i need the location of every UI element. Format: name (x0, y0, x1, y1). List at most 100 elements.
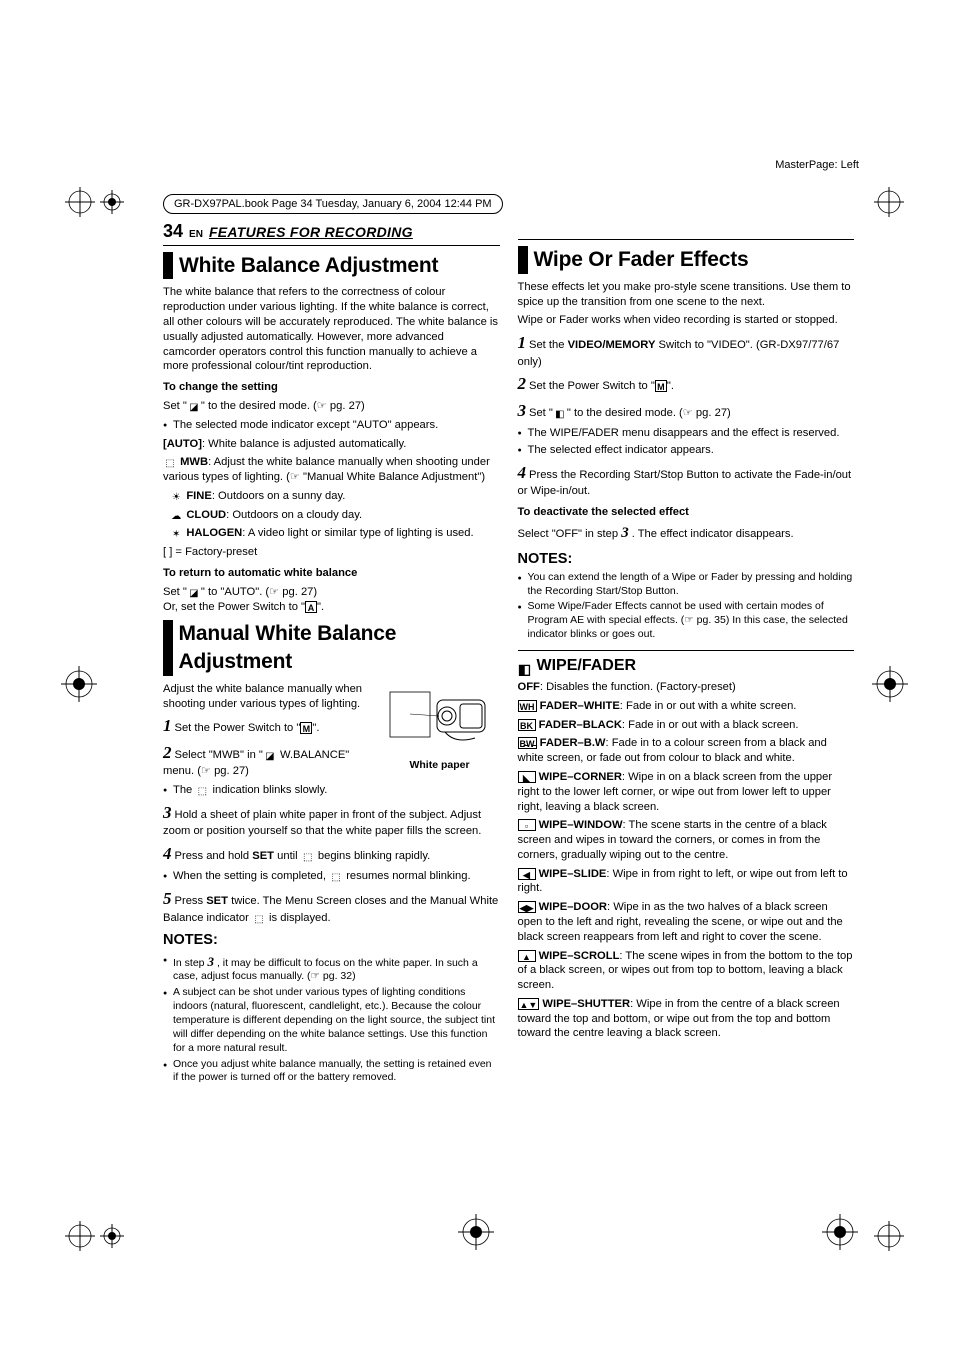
effect-wipe-scroll: ▲ WIPE–SCROLL: The scene wipes in from t… (518, 949, 855, 993)
crossref-icon: ☞ (311, 971, 320, 982)
crossref-icon: ☞ (317, 400, 327, 412)
manual-m-icon: M (655, 380, 667, 392)
step4-bullet: When the setting is completed, ⬚ resumes… (163, 869, 500, 884)
step-4: 4Press and hold SET until ⬚ begins blink… (163, 843, 500, 865)
print-mark-bl (62, 1216, 132, 1256)
crossref-icon: ☞ (201, 765, 211, 777)
note-3: Once you adjust white balance manually, … (163, 1058, 500, 1086)
factory-preset: [ ] = Factory-preset (163, 545, 500, 560)
return-auto-text: Set "◪" to "AUTO". (☞ pg. 27) Or, set th… (163, 585, 500, 615)
note-2: A subject can be shot under various type… (163, 986, 500, 1055)
step-5: 5Press SET twice. The Menu Screen closes… (163, 888, 500, 925)
mwb-mode: ⬚ MWB: Adjust the white balance manually… (163, 455, 500, 485)
heading-white-balance: White Balance Adjustment (163, 252, 500, 280)
page-lang: EN (189, 228, 203, 241)
wbalance-icon: ◪ (263, 750, 277, 761)
rnote-1: You can extend the length of a Wipe or F… (518, 571, 855, 599)
print-mark-tr (869, 182, 909, 222)
effect-wipe-slide: ◀ WIPE–SLIDE: Wipe in from right to left… (518, 867, 855, 897)
rstep-4: 4Press the Recording Start/Stop Button t… (518, 462, 855, 499)
crossref-icon: ☞ (290, 471, 300, 483)
effect-fader-bw: B̶W̶ FADER–B.W: Fade in to a colour scre… (518, 736, 855, 766)
deactivate-text: Select "OFF" in step 3. The effect indic… (518, 524, 855, 544)
auto-mode: [AUTO]: White balance is adjusted automa… (163, 437, 500, 452)
fader-bw-icon: B̶W̶ (518, 737, 537, 749)
print-mark-ml (55, 660, 103, 708)
rstep-3: 3Set "◧" to the desired mode. (☞ pg. 27) (518, 400, 855, 422)
step-3: 3Hold a sheet of plain white paper in fr… (163, 802, 500, 839)
cloud-icon: ☁ (169, 510, 183, 521)
wipefader-icon: ◧ (553, 408, 567, 419)
effect-wipe-corner: ◣ WIPE–CORNER: Wipe in on a black screen… (518, 770, 855, 814)
rstep-2: 2Set the Power Switch to "M". (518, 373, 855, 395)
sun-icon: ☀ (169, 491, 183, 502)
fader-black-icon: BK (518, 719, 536, 731)
auto-a-icon: A (305, 601, 317, 613)
notes-heading: NOTES: (163, 931, 500, 950)
mwb-icon: ⬚ (252, 913, 266, 924)
camcorder-figure: White paper (380, 682, 500, 773)
mwb-icon: ⬚ (301, 851, 315, 862)
effect-wipe-window: ▫ WIPE–WINDOW: The scene starts in the c… (518, 818, 855, 862)
crossref-icon: ☞ (683, 407, 693, 419)
effect-fader-white: WH FADER–WHITE: Fade in or out with a wh… (518, 699, 855, 714)
wipe-corner-icon: ◣ (518, 771, 536, 783)
manual-page: MasterPage: Left GR-DX97PAL.book Page 34… (0, 0, 954, 1351)
print-mark-br1 (816, 1208, 864, 1256)
wipe-door-icon: ◀▶ (518, 901, 536, 913)
rnote-2: Some Wipe/Fader Effects cannot be used w… (518, 600, 855, 642)
white-paper-caption: White paper (380, 759, 500, 773)
page-header: 34 EN FEATURES FOR RECORDING (163, 220, 500, 246)
wipe-scroll-icon: ▲ (518, 950, 536, 962)
heading-manual-wba: Manual White Balance Adjustment (163, 620, 500, 675)
note-1: In step 3, it may be difficult to focus … (163, 953, 500, 985)
deactivate-head: To deactivate the selected effect (518, 505, 855, 520)
cloud-mode: ☁ CLOUD: Outdoors on a cloudy day. (163, 508, 500, 523)
change-setting-head: To change the setting (163, 380, 500, 395)
mwb-icon: ⬚ (195, 785, 209, 796)
change-setting-text: Set "◪" to the desired mode. (☞ pg. 27) (163, 399, 500, 414)
page-section-title: FEATURES FOR RECORDING (209, 223, 413, 241)
wipe-shutter-icon: ▲▼ (518, 998, 540, 1010)
page-number: 34 (163, 220, 183, 244)
rstep3-bullet2: The selected effect indicator appears. (518, 443, 855, 458)
mwb-icon: ⬚ (163, 457, 177, 468)
effect-wipe-door: ◀▶ WIPE–DOOR: Wipe in as the two halves … (518, 900, 855, 944)
notes-heading: NOTES: (518, 550, 855, 569)
wipefader-icon: ◧ (518, 660, 532, 671)
wbalance-icon: ◪ (187, 587, 201, 598)
masterpage-label: MasterPage: Left (775, 159, 859, 171)
wf-intro1: These effects let you make pro-style sce… (518, 280, 855, 310)
print-mark-mr (866, 660, 914, 708)
right-column: Wipe Or Fader Effects These effects let … (518, 220, 855, 1087)
mwb-icon: ⬚ (329, 871, 343, 882)
rstep-1: 1Set the VIDEO/MEMORY Switch to "VIDEO".… (518, 332, 855, 369)
step2-bullet: The ⬚ indication blinks slowly. (163, 783, 500, 798)
change-bullet: The selected mode indicator except "AUTO… (163, 418, 500, 433)
wipe-slide-icon: ◀ (518, 868, 536, 880)
print-mark-bc (452, 1208, 500, 1256)
return-auto-head: To return to automatic white balance (163, 566, 500, 581)
wf-intro2: Wipe or Fader works when video recording… (518, 313, 855, 328)
heading-wipe-fader: Wipe Or Fader Effects (518, 246, 855, 274)
content-area: 34 EN FEATURES FOR RECORDING White Balan… (163, 220, 854, 1087)
crossref-icon: ☞ (269, 586, 279, 598)
halogen-mode: ✶ HALOGEN: A video light or similar type… (163, 526, 500, 541)
manual-m-icon: M (300, 722, 312, 734)
crossref-icon: ☞ (684, 615, 693, 626)
wbalance-icon: ◪ (187, 401, 201, 412)
fine-mode: ☀ FINE: Outdoors on a sunny day. (163, 489, 500, 504)
left-column: 34 EN FEATURES FOR RECORDING White Balan… (163, 220, 500, 1087)
effect-wipe-shutter: ▲▼ WIPE–SHUTTER: Wipe in from the centre… (518, 997, 855, 1041)
effect-fader-black: BK FADER–BLACK: Fade in or out with a bl… (518, 718, 855, 733)
fader-white-icon: WH (518, 700, 537, 712)
effect-off: OFF: Disables the function. (Factory-pre… (518, 680, 855, 695)
book-header: GR-DX97PAL.book Page 34 Tuesday, January… (163, 194, 503, 214)
print-mark-tl (62, 182, 132, 222)
print-mark-br2 (869, 1216, 909, 1256)
wba-intro: The white balance that refers to the cor… (163, 285, 500, 374)
rstep3-bullet1: The WIPE/FADER menu disappears and the e… (518, 426, 855, 441)
halogen-icon: ✶ (169, 528, 183, 539)
wipefader-section-head: ◧ WIPE/FADER (518, 650, 855, 676)
wipe-window-icon: ▫ (518, 819, 536, 831)
